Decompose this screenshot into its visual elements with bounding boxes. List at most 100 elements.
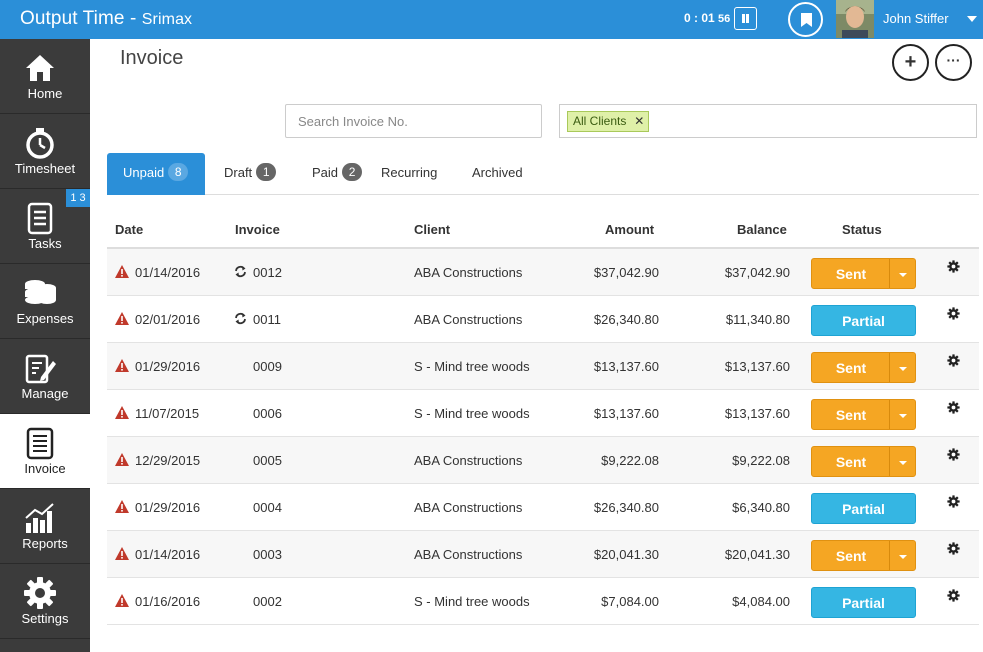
tab-archived[interactable]: Archived (472, 165, 523, 180)
recurring-icon (234, 265, 247, 283)
table-row[interactable]: 01/14/2016 0003 ABA Constructions $20,041.3… (107, 531, 979, 578)
gear-icon[interactable] (947, 542, 960, 560)
sidebar-item-settings[interactable]: Settings (0, 564, 90, 639)
tab-recurring[interactable]: Recurring (381, 165, 438, 180)
invoice-balance: $20,041.30 (724, 547, 790, 562)
more-options-button[interactable]: ··· (935, 44, 972, 81)
invoice-number[interactable]: 0012 (253, 265, 282, 280)
gear-icon[interactable] (947, 260, 960, 278)
invoice-icon (26, 427, 54, 460)
column-header-balance[interactable]: Balance (737, 222, 787, 237)
invoice-date: 01/14/2016 (135, 265, 201, 280)
sidebar-item-reports[interactable]: Reports (0, 489, 90, 564)
warning-icon (115, 312, 129, 330)
gear-icon[interactable] (947, 589, 960, 607)
tab-unpaid[interactable]: Unpaid 8 (107, 153, 205, 195)
sidebar-item-timesheet[interactable]: Timesheet (0, 114, 90, 189)
status-partial-button[interactable]: Partial (811, 493, 916, 524)
status-partial-button[interactable]: Partial (811, 587, 916, 618)
status-sent-button[interactable]: Sent (811, 352, 916, 383)
tab-draft[interactable]: Draft 1 (224, 153, 277, 195)
column-header-status[interactable]: Status (842, 222, 882, 237)
invoice-number[interactable]: 0005 (253, 453, 282, 468)
table-row[interactable]: 01/29/2016 0004 ABA Constructions $26,340.8… (107, 484, 979, 531)
table-header-divider (107, 247, 979, 249)
edit-icon (25, 354, 56, 384)
sidebar-item-manage[interactable]: Manage (0, 339, 90, 414)
invoice-tabs: Unpaid 8 Draft 1 Paid 2 Recurring Archived (107, 153, 979, 195)
invoice-number[interactable]: 0009 (253, 359, 282, 374)
invoice-client: ABA Constructions (414, 547, 523, 562)
chevron-down-icon[interactable] (967, 16, 977, 22)
tasks-icon (27, 202, 53, 235)
invoice-client: ABA Constructions (414, 312, 523, 327)
table-row[interactable]: 02/01/2016 0011 ABA Constructions $26,340.8… (107, 296, 979, 343)
column-header-invoice[interactable]: Invoice (235, 222, 280, 237)
table-row[interactable]: 12/29/2015 0005 ABA Constructions $9,222.08… (107, 437, 979, 484)
warning-icon (115, 500, 129, 518)
invoice-client: ABA Constructions (414, 265, 523, 280)
bookmark-button[interactable] (788, 2, 823, 37)
sidebar-item-home[interactable]: Home (0, 39, 90, 114)
status-partial-button[interactable]: Partial (811, 305, 916, 336)
avatar[interactable] (836, 0, 874, 38)
pause-timer-button[interactable] (734, 7, 757, 30)
invoice-amount: $26,340.80 (593, 312, 659, 327)
table-row[interactable]: 01/29/2016 0009 S - Mind tree woods $13,137… (107, 343, 979, 390)
sidebar-item-label: Expenses (16, 311, 74, 326)
sidebar-item-label: Settings (21, 611, 69, 626)
close-icon[interactable]: ✕ (634, 114, 645, 128)
invoice-number[interactable]: 0004 (253, 500, 282, 515)
sidebar-item-expenses[interactable]: Expenses (0, 264, 90, 339)
column-header-amount[interactable]: Amount (605, 222, 655, 237)
invoice-client: S - Mind tree woods (414, 406, 530, 421)
chevron-down-icon[interactable] (889, 353, 915, 382)
invoice-balance: $6,340.80 (732, 500, 790, 515)
status-sent-button[interactable]: Sent (811, 399, 916, 430)
invoice-amount: $37,042.90 (593, 265, 659, 280)
invoice-amount: $26,340.80 (593, 500, 659, 515)
gear-icon[interactable] (947, 495, 960, 513)
table-row[interactable]: 11/07/2015 0006 S - Mind tree woods $13,137… (107, 390, 979, 437)
stopwatch-icon (26, 128, 54, 159)
sidebar-item-label: Reports (22, 536, 68, 551)
search-input[interactable] (285, 104, 542, 138)
invoice-client: S - Mind tree woods (414, 594, 530, 609)
gear-icon[interactable] (947, 401, 960, 419)
gear-icon[interactable] (947, 354, 960, 372)
add-invoice-button[interactable]: + (892, 44, 929, 81)
sidebar-item-tasks[interactable]: 1 3 Tasks (0, 189, 90, 264)
invoice-balance: $4,084.00 (732, 594, 790, 609)
column-header-client[interactable]: Client (414, 222, 451, 237)
tab-count-badge: 8 (168, 163, 189, 181)
invoice-number[interactable]: 0006 (253, 406, 282, 421)
plus-icon: + (904, 51, 917, 73)
gear-icon[interactable] (947, 307, 960, 325)
client-filter-input[interactable]: All Clients ✕ (559, 104, 977, 138)
invoice-number[interactable]: 0003 (253, 547, 282, 562)
tab-paid[interactable]: Paid 2 (312, 153, 363, 195)
gear-icon[interactable] (947, 448, 960, 466)
sidebar-item-invoice[interactable]: Invoice (0, 414, 90, 489)
chevron-down-icon[interactable] (889, 447, 915, 476)
chevron-down-icon[interactable] (889, 541, 915, 570)
ellipsis-icon: ··· (946, 52, 961, 68)
status-sent-button[interactable]: Sent (811, 258, 916, 289)
chevron-down-icon[interactable] (889, 259, 915, 288)
invoice-number[interactable]: 0002 (253, 594, 282, 609)
sidebar: Home Timesheet 1 3 Tasks Expenses Manage… (0, 39, 90, 652)
tab-count-badge: 2 (342, 163, 363, 181)
home-icon (26, 55, 54, 81)
recurring-icon (234, 312, 247, 330)
table-row[interactable]: 01/16/2016 0002 S - Mind tree woods $7,084.… (107, 578, 979, 625)
invoice-number[interactable]: 0011 (253, 312, 281, 327)
status-sent-button[interactable]: Sent (811, 540, 916, 571)
column-header-date[interactable]: Date (115, 222, 144, 237)
user-name[interactable]: John Stiffer (883, 11, 949, 26)
table-row[interactable]: 01/14/2016 0012 ABA Constructions $37,042.9… (107, 249, 979, 296)
sidebar-item-label: Manage (21, 386, 69, 401)
invoice-amount: $20,041.30 (593, 547, 659, 562)
status-sent-button[interactable]: Sent (811, 446, 916, 477)
invoice-balance: $13,137.60 (724, 406, 790, 421)
chevron-down-icon[interactable] (889, 400, 915, 429)
